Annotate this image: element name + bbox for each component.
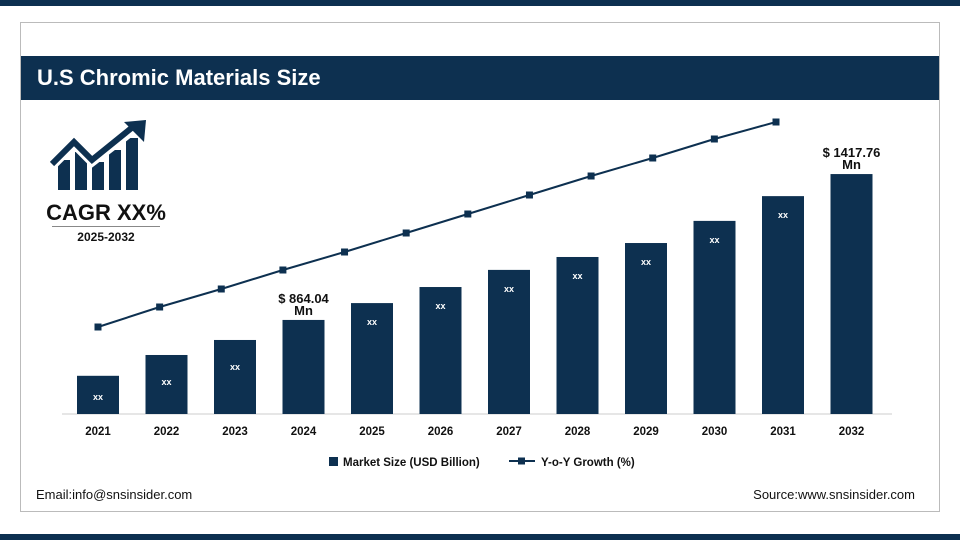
x-tick-label: 2025 <box>359 426 385 438</box>
bar-data-label: xx <box>435 301 445 311</box>
yoy-growth-point <box>156 303 164 311</box>
bar-2021 <box>77 375 119 414</box>
x-tick-label: 2028 <box>565 426 591 438</box>
yoy-growth-point <box>402 229 410 237</box>
bar-2032 <box>830 174 873 414</box>
bar-data-label: xx <box>161 377 171 387</box>
bottom-accent-bar <box>0 534 960 540</box>
yoy-growth-point <box>710 135 718 143</box>
growth-chart-icon <box>50 120 146 190</box>
yoy-growth-point <box>649 154 657 162</box>
x-tick-label: 2029 <box>633 426 659 438</box>
x-tick-label: 2031 <box>770 426 796 438</box>
yoy-growth-point <box>279 266 287 274</box>
x-tick-label: 2021 <box>85 426 111 438</box>
x-tick-label: 2030 <box>702 426 728 438</box>
footer-email: Email:info@snsinsider.com <box>36 487 193 502</box>
bar-2030 <box>693 220 736 414</box>
bar-data-label: xx <box>367 317 377 327</box>
footer-source: Source:www.snsinsider.com <box>753 487 915 502</box>
page-title: U.S Chromic Materials Size <box>21 56 939 100</box>
bar-value-unit: Mn <box>842 157 861 172</box>
yoy-growth-point <box>525 191 533 199</box>
bar-2029 <box>625 243 667 414</box>
bar-2027 <box>488 269 530 414</box>
cagr-divider <box>52 226 160 227</box>
cagr-period: 2025-2032 <box>77 230 135 244</box>
bar-2025 <box>351 303 393 414</box>
bar-2024 <box>282 319 325 414</box>
x-tick-label: 2024 <box>291 426 317 438</box>
bar-data-label: xx <box>778 210 788 220</box>
x-tick-label: 2022 <box>154 426 180 438</box>
x-tick-label: 2027 <box>496 426 522 438</box>
yoy-growth-point <box>341 248 349 256</box>
yoy-growth-point <box>587 172 595 180</box>
bar-data-label: xx <box>709 235 719 245</box>
bar-2022 <box>145 354 188 414</box>
bar-data-label: xx <box>641 257 651 267</box>
bar-2026 <box>419 287 462 414</box>
legend-bar-swatch <box>329 457 338 466</box>
bar-data-label: xx <box>93 392 103 402</box>
legend-market-size: Market Size (USD Billion) <box>343 457 480 469</box>
yoy-growth-point <box>464 210 472 218</box>
cagr-label: CAGR XX% <box>46 200 166 225</box>
bar-value-unit: Mn <box>294 303 313 318</box>
bar-2023 <box>214 339 256 414</box>
x-tick-label: 2023 <box>222 426 248 438</box>
yoy-growth-point <box>94 323 102 331</box>
bar-data-label: xx <box>572 271 582 281</box>
bar-2028 <box>556 256 599 414</box>
yoy-growth-point <box>217 285 225 293</box>
yoy-growth-line <box>97 121 777 328</box>
top-accent-bar <box>0 0 960 6</box>
bar-value-label: $ 864.04 <box>278 291 329 306</box>
yoy-growth-point <box>772 118 780 126</box>
x-tick-label: 2026 <box>428 426 454 438</box>
legend-yoy-growth: Y-o-Y Growth (%) <box>541 457 635 469</box>
x-tick-label: 2032 <box>839 426 865 438</box>
bar-value-label: $ 1417.76 <box>823 145 881 160</box>
chart-frame <box>20 22 940 512</box>
bar-data-label: xx <box>230 362 240 372</box>
legend-line-marker <box>518 457 525 465</box>
bar-2031 <box>762 196 804 414</box>
bar-data-label: xx <box>504 284 514 294</box>
